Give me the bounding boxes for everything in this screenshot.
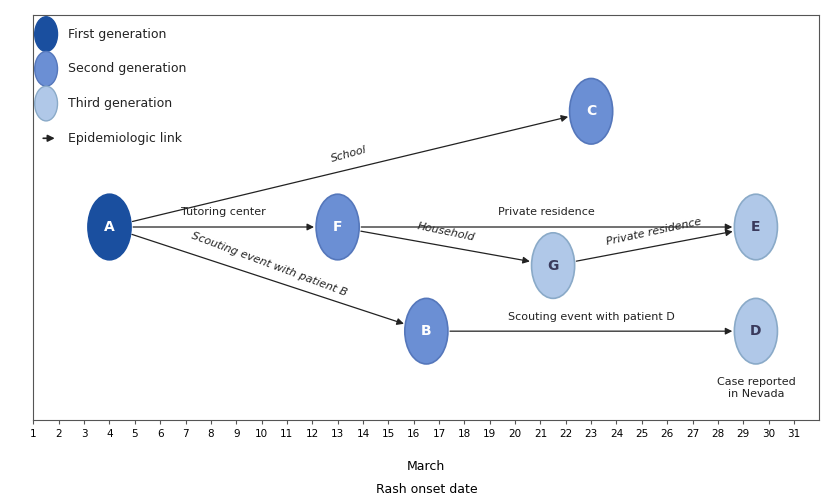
- Text: A: A: [104, 220, 115, 234]
- Text: B: B: [421, 324, 431, 338]
- Circle shape: [35, 86, 58, 121]
- Text: Rash onset date: Rash onset date: [375, 483, 477, 494]
- Text: E: E: [752, 220, 761, 234]
- Text: Scouting event with patient D: Scouting event with patient D: [507, 312, 675, 322]
- Text: March: March: [407, 460, 446, 473]
- Text: First generation: First generation: [68, 28, 166, 41]
- Text: Private residence: Private residence: [498, 207, 595, 217]
- Circle shape: [316, 194, 359, 260]
- FancyArrowPatch shape: [133, 224, 313, 230]
- Text: Private residence: Private residence: [605, 216, 702, 247]
- Circle shape: [532, 233, 574, 298]
- Text: Household: Household: [416, 221, 477, 243]
- Text: Second generation: Second generation: [68, 62, 186, 75]
- FancyArrowPatch shape: [576, 230, 732, 261]
- FancyArrowPatch shape: [132, 234, 403, 324]
- Text: Third generation: Third generation: [68, 97, 171, 110]
- Text: School: School: [330, 145, 368, 165]
- Text: Epidemiologic link: Epidemiologic link: [68, 132, 181, 145]
- Circle shape: [569, 79, 613, 144]
- Circle shape: [734, 298, 777, 364]
- Text: G: G: [548, 258, 558, 273]
- FancyArrowPatch shape: [132, 116, 567, 221]
- FancyArrowPatch shape: [361, 231, 528, 263]
- Text: Scouting event with patient B: Scouting event with patient B: [191, 231, 349, 298]
- Text: F: F: [333, 220, 343, 234]
- Text: D: D: [750, 324, 762, 338]
- Circle shape: [35, 51, 58, 86]
- Circle shape: [35, 17, 58, 51]
- Text: C: C: [586, 104, 596, 118]
- Circle shape: [88, 194, 131, 260]
- Text: Case reported
in Nevada: Case reported in Nevada: [716, 377, 795, 399]
- FancyArrowPatch shape: [361, 224, 731, 230]
- Circle shape: [734, 194, 777, 260]
- Circle shape: [405, 298, 448, 364]
- FancyArrowPatch shape: [450, 329, 731, 334]
- Text: Tutoring center: Tutoring center: [181, 207, 266, 217]
